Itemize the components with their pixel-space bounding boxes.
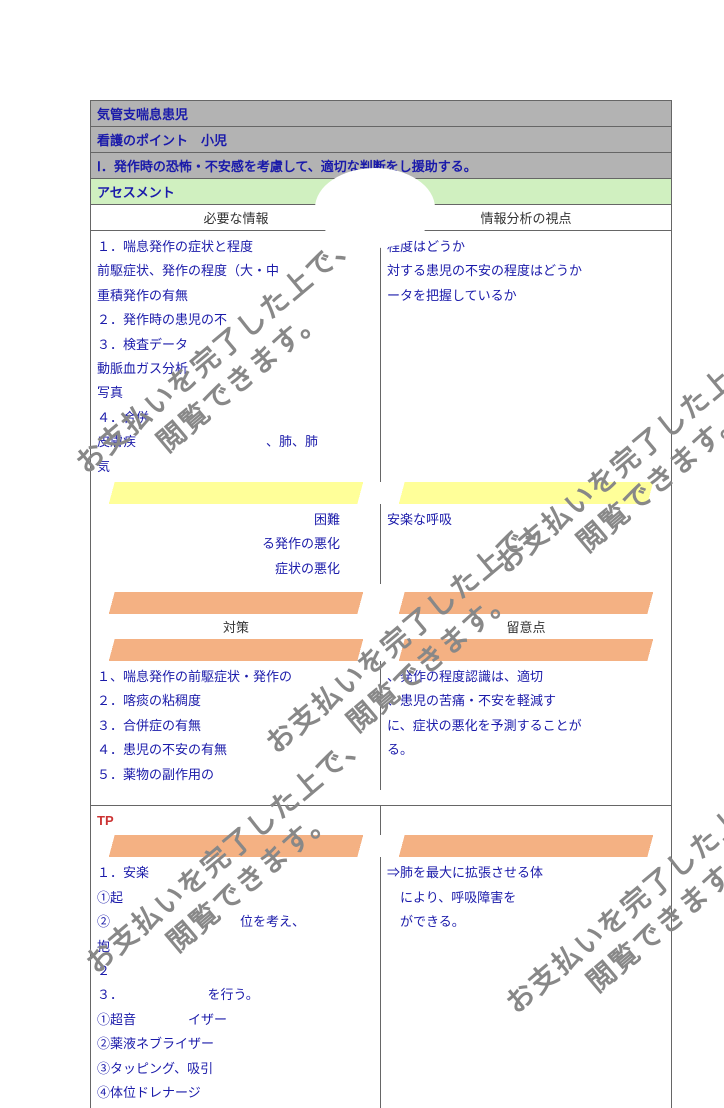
list-item: ①起 xyxy=(97,886,374,909)
orange-band-3 xyxy=(90,835,672,857)
section-i-text: Ⅰ．発作時の恐怖・不安感を考慮して、適切な判断をし援助する。 xyxy=(97,159,477,174)
list-item: ⇒肺を最大に拡張させる体 xyxy=(387,861,665,884)
list-item: １．喘息発作の症状と程度 xyxy=(97,235,374,258)
list-item: 困難 xyxy=(97,508,340,531)
block3-left: １、喘息発作の前駆症状・発作の ２．喀痰の粘稠度 ３．合併症の有無 ４．患児の不… xyxy=(91,661,381,790)
list-item: ３． を行う。 xyxy=(97,983,374,1006)
band-shape xyxy=(381,835,671,857)
list-item: １．安楽 xyxy=(97,861,374,884)
tp-right xyxy=(381,806,671,835)
orange-band-1 xyxy=(90,592,672,614)
list-item: 前駆症状、発作の程度（大・中 xyxy=(97,259,374,282)
list-item: ４．患児の不安の有無 xyxy=(97,738,374,761)
list-item: 重積発作の有無 xyxy=(97,284,374,307)
spacer xyxy=(90,584,672,592)
paywall-cutout xyxy=(315,168,435,248)
list-item: 安楽な呼吸 xyxy=(387,508,665,531)
tp-left: TP xyxy=(91,806,381,835)
block1-left: １．喘息発作の症状と程度 前駆症状、発作の程度（大・中 重積発作の有無 ２．発作… xyxy=(91,231,381,482)
list-item: 、発作の程度認識は、適切 xyxy=(387,665,665,688)
list-item: により、呼吸障害を xyxy=(387,886,665,909)
yellow-band-1 xyxy=(90,482,672,504)
block4-right: ⇒肺を最大に拡張させる体 により、呼吸障害を ができる。 xyxy=(381,857,671,1108)
band-shape xyxy=(381,592,671,614)
title-row: 気管支喘息患児 xyxy=(90,100,672,127)
col-head-right-2: 留意点 xyxy=(381,614,671,639)
list-item: ２．喀痰の粘稠度 xyxy=(97,689,374,712)
list-item: １、喘息発作の前駆症状・発作の xyxy=(97,665,374,688)
block1: １．喘息発作の症状と程度 前駆症状、発作の程度（大・中 重積発作の有無 ２．発作… xyxy=(90,231,672,482)
band-shape xyxy=(91,835,381,857)
list-item: ③タッピング、吸引 xyxy=(97,1057,374,1080)
list-item: る。 xyxy=(387,738,665,761)
list-item: ２．発作時の患児の不 xyxy=(97,308,374,331)
tp-row: TP xyxy=(90,806,672,835)
block2: 困難 る発作の悪化 症状の悪化 安楽な呼吸 xyxy=(90,504,672,584)
document-page: 気管支喘息患児 看護のポイント 小児 Ⅰ．発作時の恐怖・不安感を考慮して、適切な… xyxy=(90,100,672,1108)
orange-band-2 xyxy=(90,639,672,661)
subtitle-row: 看護のポイント 小児 xyxy=(90,127,672,153)
list-item: ３．検査データ xyxy=(97,333,374,356)
band-shape xyxy=(91,592,381,614)
band-shape xyxy=(381,482,671,504)
list-item: 写真 xyxy=(97,381,374,404)
list-item: 程度はどうか xyxy=(387,235,665,258)
block2-right: 安楽な呼吸 xyxy=(381,504,671,584)
list-item: 、患児の苦痛・不安を軽減す xyxy=(387,689,665,712)
col-head-left-2: 対策 xyxy=(91,614,381,639)
list-item: 症状の悪化 xyxy=(97,557,340,580)
doc-title: 気管支喘息患児 xyxy=(97,107,188,122)
block3-right: 、発作の程度認識は、適切 、患児の苦痛・不安を軽減す に、症状の悪化を予測するこ… xyxy=(381,661,671,790)
band-shape xyxy=(91,482,381,504)
block2-left: 困難 る発作の悪化 症状の悪化 xyxy=(91,504,381,584)
list-item: ３．合併症の有無 xyxy=(97,714,374,737)
list-item: 抱 xyxy=(97,935,374,958)
assessment-label: アセスメント xyxy=(97,185,175,200)
list-item: ができる。 xyxy=(387,910,665,933)
list-item: ータを把握しているか xyxy=(387,284,665,307)
spacer xyxy=(90,790,672,806)
block4-left: １．安楽 ①起 ② 位を考え、 抱 ２ ３． を行う。 ①超音 イザー ②薬液ネ… xyxy=(91,857,381,1108)
list-item: ５．薬物の副作用の xyxy=(97,763,374,786)
tp-label: TP xyxy=(97,813,114,828)
band-shape xyxy=(91,639,381,661)
block1-right: 程度はどうか 対する患児の不安の程度はどうか ータを把握しているか xyxy=(381,231,671,482)
block3: １、喘息発作の前駆症状・発作の ２．喀痰の粘稠度 ３．合併症の有無 ４．患児の不… xyxy=(90,661,672,790)
list-item: 動脈血ガス分析 xyxy=(97,357,374,380)
doc-subtitle: 看護のポイント 小児 xyxy=(97,133,227,148)
list-item: に、症状の悪化を予測することが xyxy=(387,714,665,737)
col-header-2: 対策 留意点 xyxy=(90,614,672,639)
list-item: ②薬液ネブライザー xyxy=(97,1032,374,1055)
block4: １．安楽 ①起 ② 位を考え、 抱 ２ ３． を行う。 ①超音 イザー ②薬液ネ… xyxy=(90,857,672,1108)
list-item: ２ xyxy=(97,959,374,982)
list-item: 対する患児の不安の程度はどうか xyxy=(387,259,665,282)
list-item: ①超音 イザー xyxy=(97,1008,374,1031)
list-item: る発作の悪化 xyxy=(97,532,340,555)
list-item: ４．合併 xyxy=(97,406,374,429)
list-item: ② 位を考え、 xyxy=(97,910,374,933)
list-item: ④体位ドレナージ xyxy=(97,1081,374,1104)
list-item: 気 xyxy=(97,455,374,478)
list-item: 皮膚疾 、肺、肺 xyxy=(97,430,374,453)
band-shape xyxy=(381,639,671,661)
